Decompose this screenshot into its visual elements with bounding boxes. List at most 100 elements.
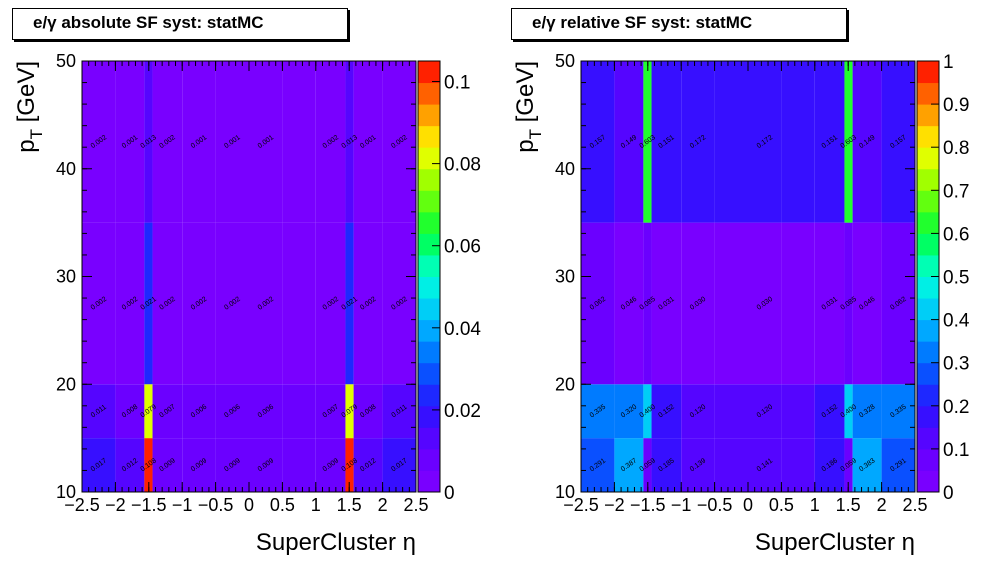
left-heatmap-cell — [82, 61, 116, 223]
left-heatmap-cell — [182, 384, 216, 439]
right-heatmap-cell — [844, 222, 853, 385]
left-colorbar-segment — [418, 341, 440, 364]
right-colorbar-segment — [917, 362, 939, 385]
left-colorbar-segment — [418, 405, 440, 428]
right-heatmap-cell — [781, 61, 815, 223]
left-colorbar-tick-label: 0.1 — [444, 73, 470, 94]
left-heatmap-cell — [345, 438, 354, 492]
left-x-tick-label: −1 — [172, 495, 193, 515]
left-heatmap-cell — [182, 222, 216, 385]
left-y-axis-label-p: p — [13, 139, 40, 152]
right-x-tick-label: −2.5 — [563, 495, 599, 515]
left-heatmap-cell — [353, 384, 383, 439]
right-colorbar-segment — [917, 298, 939, 321]
left-colorbar-segment — [418, 448, 440, 471]
left-x-tick-label: −1.5 — [131, 495, 167, 515]
right-heatmap-cell — [814, 61, 845, 223]
left-x-tick-label: −0.5 — [198, 495, 234, 515]
right-heatmap-cell — [681, 384, 715, 439]
left-heatmap-cell — [345, 222, 354, 385]
right-y-axis-label-sub: T — [526, 129, 545, 139]
right-heatmap-cell — [643, 61, 652, 223]
right-colorbar-tick-label: 0 — [943, 483, 954, 504]
right-colorbar-tick-label: 1 — [943, 52, 954, 73]
left-heatmap-cell — [382, 222, 416, 385]
right-heatmap-cell — [651, 438, 682, 492]
right-heatmap-cell — [814, 384, 845, 439]
left-colorbar-segment — [418, 82, 440, 105]
left-colorbar-segment — [418, 470, 440, 493]
left-colorbar-segment — [418, 233, 440, 256]
right-colorbar-segment — [917, 276, 939, 299]
left-heatmap-cell — [82, 384, 116, 439]
left-colorbar-segment — [418, 427, 440, 450]
right-heatmap-cell — [643, 222, 652, 385]
right-colorbar-tick-label: 0.8 — [943, 138, 969, 159]
left-heatmap-cell — [152, 222, 183, 385]
left-colorbar-tick-label: 0.06 — [444, 237, 481, 258]
left-x-tick-label: −2 — [105, 495, 126, 515]
right-colorbar-tick-label: 0.7 — [943, 181, 969, 202]
left-x-tick-label: 0.5 — [270, 495, 295, 515]
left-y-axis-label: pT [GeV] — [13, 61, 46, 153]
right-heatmap-cell — [651, 222, 682, 385]
right-heatmap-cell — [814, 438, 845, 492]
right-x-tick-label: 0.5 — [769, 495, 794, 515]
right-heatmap-cell — [844, 384, 853, 439]
right-heatmap-cell — [881, 384, 915, 439]
right-y-tick-label: 20 — [555, 374, 575, 394]
left-heatmap-cell — [82, 438, 116, 492]
right-y-tick-label: 50 — [555, 51, 575, 71]
right-x-tick-label: 1.5 — [836, 495, 861, 515]
left-heatmap-cell — [315, 61, 346, 223]
left-x-axis-label: SuperCluster η — [256, 529, 416, 556]
right-colorbar-segment — [917, 254, 939, 277]
left-y-tick-label: 20 — [56, 374, 76, 394]
left-colorbar-segment — [418, 190, 440, 213]
right-heatmap-cell — [614, 61, 644, 223]
right-colorbar-segment — [917, 384, 939, 407]
right-colorbar-segment — [917, 104, 939, 127]
right-heatmap-cell — [781, 438, 815, 492]
left-heatmap-cell — [315, 438, 346, 492]
right-heatmap-cell — [651, 384, 682, 439]
right-heatmap-cell — [881, 61, 915, 223]
right-colorbar-segment — [917, 125, 939, 148]
left-heatmap-cell — [152, 438, 183, 492]
left-heatmap-cell — [249, 61, 283, 223]
right-heatmap-cell — [643, 384, 652, 439]
left-x-tick-label: 1.5 — [337, 495, 362, 515]
right-colorbar-segment — [917, 211, 939, 234]
left-x-tick-label: 2 — [378, 495, 388, 515]
left-heatmap-cell — [315, 384, 346, 439]
left-heatmap-cell — [144, 61, 153, 223]
left-chart: 0.017 0.012 0.108 0.009 0.009 0.009 0.009 0.009… — [13, 51, 481, 556]
right-colorbar-segment — [917, 319, 939, 342]
right-x-tick-label: −0.5 — [697, 495, 733, 515]
left-y-tick-label: 10 — [56, 482, 76, 502]
left-heatmap-cell — [282, 222, 316, 385]
right-colorbar-tick-label: 0.5 — [943, 268, 969, 289]
right-heatmap-cell — [881, 222, 915, 385]
right-heatmap-cell — [714, 222, 748, 385]
right-colorbar-segment — [917, 147, 939, 170]
left-colorbar-segment — [418, 104, 440, 127]
left-heatmap-cell — [215, 222, 249, 385]
right-chart: 0.291 0.387 0.059 0.185 0.139 0.141 0.186 0.059… — [512, 51, 970, 556]
left-heatmap-cell — [249, 438, 283, 492]
right-heatmap-cell — [814, 222, 845, 385]
left-colorbar-segment — [418, 276, 440, 299]
right-y-axis-label-unit: [GeV] — [512, 61, 539, 129]
left-heatmap-cell — [82, 222, 116, 385]
right-colorbar-segment — [917, 341, 939, 364]
left-heatmap-cell — [282, 438, 316, 492]
right-heatmap-cell — [852, 438, 882, 492]
right-colorbar-segment — [917, 448, 939, 471]
left-colorbar-segment — [418, 298, 440, 321]
left-colorbar-segment — [418, 125, 440, 148]
left-heatmap-cell — [382, 61, 416, 223]
left-heatmap-cell — [115, 438, 145, 492]
right-heatmap-cell — [614, 384, 644, 439]
left-chart-title: e/γ absolute SF syst: statMC — [12, 8, 348, 40]
